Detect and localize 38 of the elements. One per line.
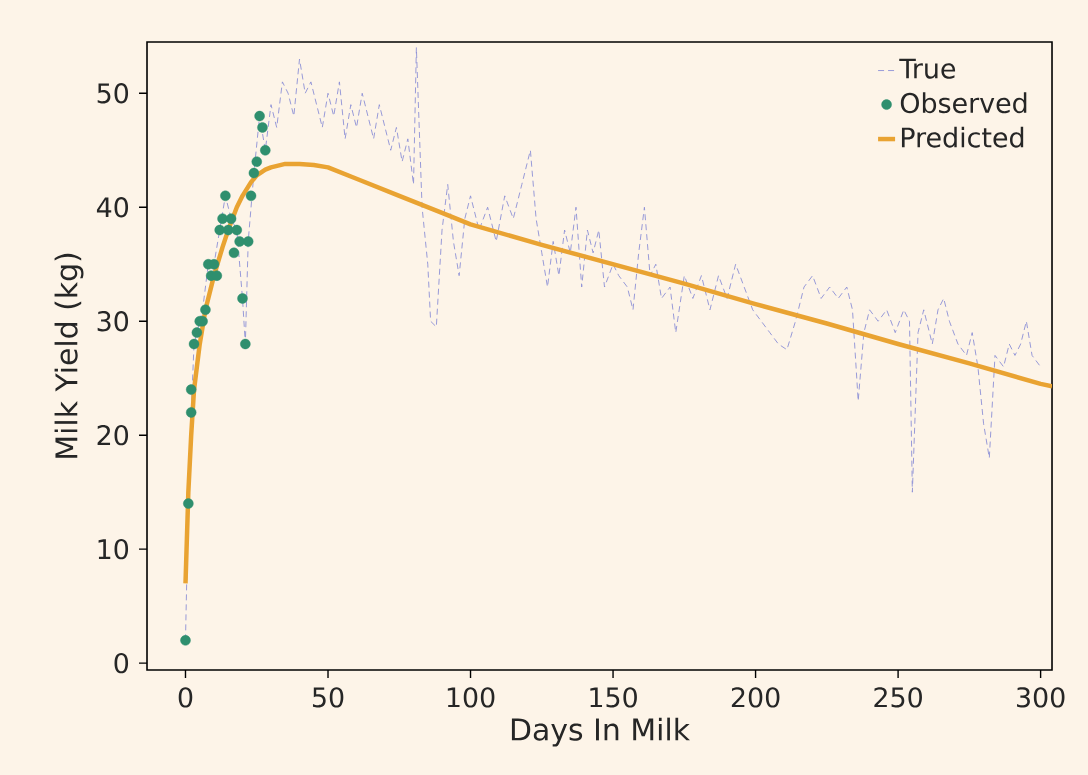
point	[183, 498, 194, 509]
point	[191, 327, 203, 338]
point	[185, 407, 197, 418]
x-tick-label: 100	[447, 687, 495, 708]
point	[225, 213, 237, 224]
x-tick-label: 200	[731, 687, 780, 708]
point	[237, 293, 248, 304]
point	[228, 247, 240, 259]
y-tick-label: 40	[96, 197, 129, 218]
x-axis-title: Days In Milk	[511, 717, 690, 747]
legend-label: Predicted	[901, 126, 1024, 148]
y-tick-label: 30	[97, 311, 129, 332]
point	[185, 384, 197, 395]
x-tick-label: 250	[874, 687, 922, 708]
y-tick-label: 20	[97, 425, 129, 446]
point	[245, 190, 257, 202]
point	[220, 190, 231, 202]
x-tick-label: 0	[178, 687, 193, 708]
x-tick-label: 50	[312, 687, 344, 708]
x-tick-label: 150	[590, 687, 637, 708]
point	[248, 167, 260, 179]
point	[251, 156, 262, 167]
y-tick-label: 0	[114, 652, 129, 674]
point	[200, 304, 211, 316]
point	[243, 236, 254, 247]
y-axis-title: Milk Yield (kg)	[54, 253, 84, 458]
point	[257, 122, 268, 133]
point	[260, 145, 271, 156]
legend-label: Observed	[900, 92, 1027, 114]
y-tick-label: 10	[98, 539, 129, 560]
point	[240, 338, 251, 350]
legend-label: True	[899, 58, 956, 79]
y-tick-label: 50	[97, 83, 129, 104]
point	[188, 338, 200, 350]
point	[231, 224, 242, 236]
x-tick-label: 300	[1016, 687, 1065, 708]
point	[180, 635, 191, 646]
point	[254, 110, 265, 122]
